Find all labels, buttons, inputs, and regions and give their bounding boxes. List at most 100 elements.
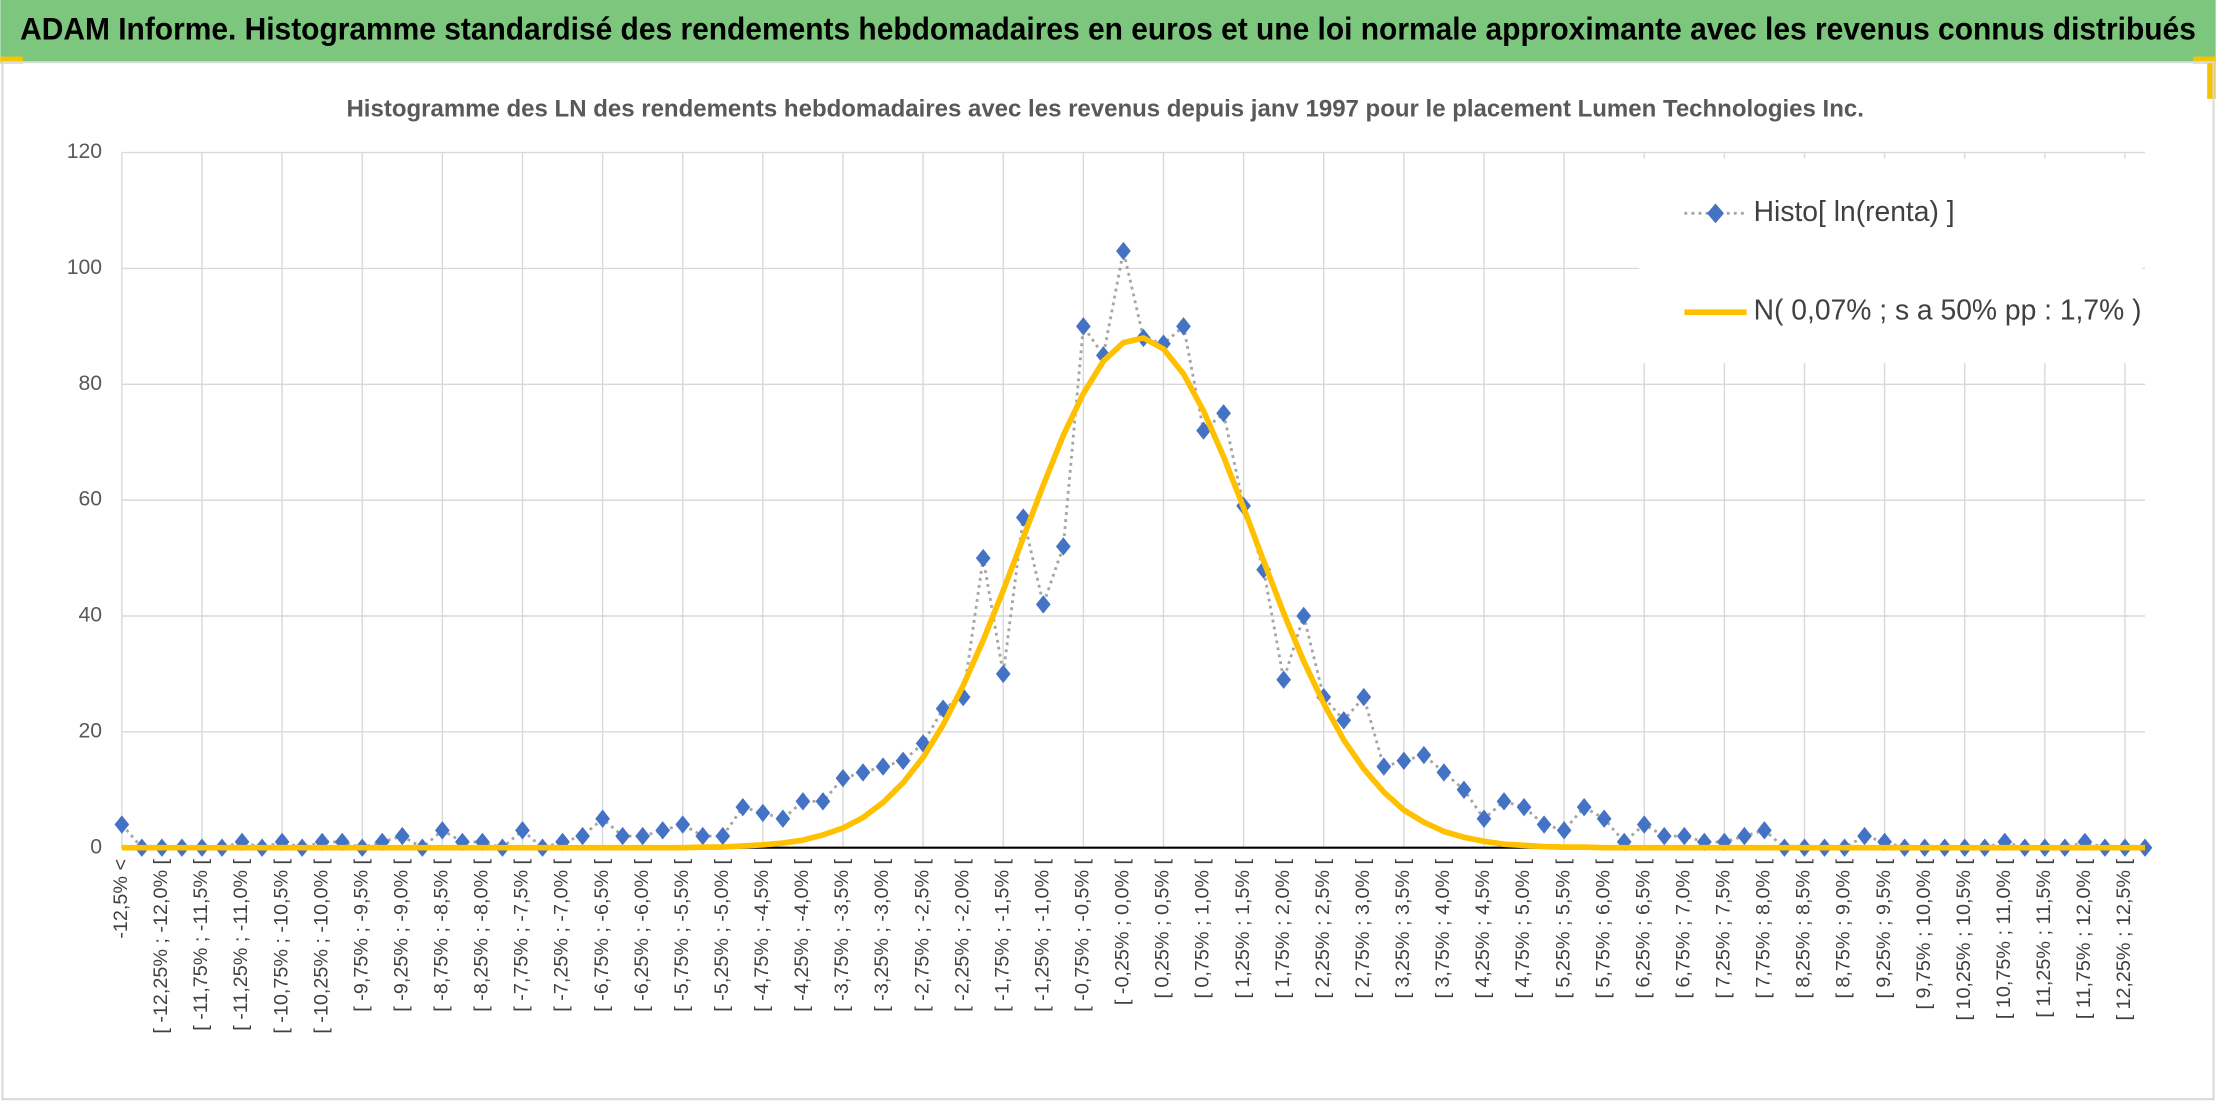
- marker: [595, 809, 610, 828]
- marker: [1356, 687, 1372, 707]
- x-tick-label: [ 2,25% ; 2,5% [: [1312, 858, 1334, 998]
- title-bar: [0, 0, 2216, 63]
- marker: [1396, 751, 1412, 770]
- marker: [1676, 826, 1692, 846]
- x-tick-label: [ -2,25% ; -2,0% [: [951, 858, 973, 1011]
- x-tick-label: [ -8,25% ; -8,0% [: [471, 858, 493, 1011]
- y-tick-label: 0: [90, 835, 102, 858]
- x-tick-label: [ 8,75% ; 9,0% [: [1833, 858, 1855, 998]
- y-tick-label: 80: [78, 372, 102, 395]
- marker: [1436, 763, 1452, 782]
- x-tick-label: [ -0,75% ; -0,5% [: [1072, 858, 1094, 1011]
- marker: [1076, 317, 1091, 336]
- series-line: [121, 335, 2146, 851]
- x-tick-label: [ -1,75% ; -1,5% [: [991, 858, 1013, 1011]
- marker: [1296, 606, 1312, 626]
- marker: [695, 826, 711, 846]
- y-tick-label: 60: [78, 488, 102, 511]
- marker: [1496, 792, 1512, 811]
- x-tick-label: [ 5,25% ; 5,5% [: [1552, 858, 1574, 998]
- marker: [1516, 797, 1532, 817]
- page-title: ADAM Informe. Histogramme standardisé de…: [20, 11, 2196, 46]
- marker: [895, 751, 911, 770]
- marker: [815, 792, 831, 811]
- x-tick-label: [ -3,75% ; -3,5% [: [831, 858, 853, 1011]
- x-tick-label: [ 8,25% ; 8,5% [: [1793, 858, 1815, 998]
- x-tick-label: [ -9,25% ; -9,0% [: [391, 858, 413, 1011]
- marker: [955, 687, 971, 707]
- x-tick-label: [ 4,25% ; 4,5% [: [1472, 858, 1494, 998]
- marker: [1276, 670, 1292, 689]
- marker: [655, 821, 671, 840]
- x-tick-label: [ 3,75% ; 4,0% [: [1432, 858, 1454, 998]
- x-tick-label: [ 11,75% ; 12,0% [: [2073, 858, 2095, 1019]
- x-tick-label: [ 1,25% ; 1,5% [: [1232, 858, 1254, 998]
- legend-label: Histo[ ln(renta) ]: [1754, 195, 1955, 227]
- x-tick-label: [ 10,25% ; 10,5% [: [1953, 858, 1975, 1020]
- marker: [1476, 809, 1492, 828]
- marker: [1196, 421, 1211, 440]
- marker: [1857, 826, 1872, 846]
- x-tick-label: [ -0,25% ; 0,0% [: [1112, 858, 1134, 1005]
- x-tick-label: [ 12,25% ; 12,5% [: [2113, 858, 2135, 1020]
- marker: [775, 809, 791, 828]
- x-tick-label: [ -2,75% ; -2,5% [: [911, 858, 933, 1011]
- corner: [2207, 62, 2216, 99]
- x-tick-label: [ -8,75% ; -8,5% [: [431, 858, 453, 1011]
- x-tick-label: [ 6,75% ; 7,0% [: [1673, 858, 1695, 998]
- x-tick-label: [ -4,75% ; -4,5% [: [751, 858, 773, 1011]
- plot: [114, 241, 2153, 857]
- x-tick-label: [ 7,75% ; 8,0% [: [1753, 858, 1775, 998]
- legend: Histo[ ln(renta) ] N( 0,07% ; s a 50% pp …: [1639, 158, 2143, 364]
- marker: [1216, 404, 1231, 423]
- chart-subtitle: Histogramme des LN des rendements hebdom…: [346, 96, 1863, 123]
- x-tick-label: [ 5,75% ; 6,0% [: [1592, 858, 1614, 998]
- x-tick-label: [ -1,25% ; -1,0% [: [1032, 858, 1054, 1011]
- marker: [975, 548, 991, 568]
- x-tick-label: [ 7,25% ; 7,5% [: [1713, 858, 1735, 998]
- marker: [835, 768, 851, 788]
- marker: [1116, 241, 1131, 261]
- y-tick-label: 100: [67, 256, 102, 279]
- x-tick-label: [ 6,25% ; 6,5% [: [1632, 858, 1654, 998]
- marker: [855, 763, 871, 782]
- y-tick-label: 20: [78, 719, 102, 742]
- x-tick-label: [ -11,75% ; -11,5% [: [190, 859, 212, 1031]
- marker: [114, 815, 130, 834]
- marker: [575, 826, 590, 846]
- marker: [435, 821, 450, 840]
- marker: [1596, 809, 1612, 828]
- marker: [1376, 757, 1392, 776]
- marker: [715, 826, 731, 846]
- grid: 0 20 40 60 80 100 120 -12,5% < [ -12,25% ; -12,0…: [67, 140, 2146, 1034]
- x-tick-label: [ 10,75% ; 11,0% [: [1993, 858, 2015, 1019]
- marker: [1035, 595, 1051, 614]
- x-tick-label: [ -5,25% ; -5,0% [: [711, 858, 733, 1011]
- marker: [615, 826, 630, 846]
- legend-marker: [1707, 203, 1724, 224]
- marker: [1656, 826, 1672, 846]
- y-tick-label: 40: [78, 604, 102, 627]
- marker: [735, 797, 751, 817]
- x-tick-label: [ 11,25% ; 11,5% [: [2033, 858, 2055, 1017]
- x-tick-label: [ 4,75% ; 5,0% [: [1512, 858, 1534, 998]
- x-tick-label: [ 3,25% ; 3,5% [: [1392, 858, 1414, 998]
- x-tick-label: [ -11,25% ; -11,0% [: [230, 859, 252, 1031]
- marker: [995, 664, 1011, 684]
- x-tick-label: [ 9,75% ; 10,0% [: [1913, 858, 1935, 1009]
- marker: [635, 826, 651, 846]
- marker: [394, 826, 410, 846]
- marker: [1176, 317, 1191, 336]
- x-tick-label: [ 2,75% ; 3,0% [: [1352, 858, 1374, 998]
- marker: [1336, 711, 1352, 730]
- marker: [795, 792, 811, 811]
- x-tick-label: [ -5,75% ; -5,5% [: [671, 858, 693, 1011]
- x-tick-label: [ -10,75% ; -10,5% [: [270, 858, 292, 1033]
- x-tick-label: [ -7,75% ; -7,5% [: [511, 858, 533, 1011]
- marker: [1536, 815, 1552, 834]
- marker: [1156, 334, 1171, 353]
- x-tick-label: [ -7,25% ; -7,0% [: [551, 858, 573, 1011]
- marker: [1556, 821, 1572, 840]
- chart-border: [1, 61, 2215, 1101]
